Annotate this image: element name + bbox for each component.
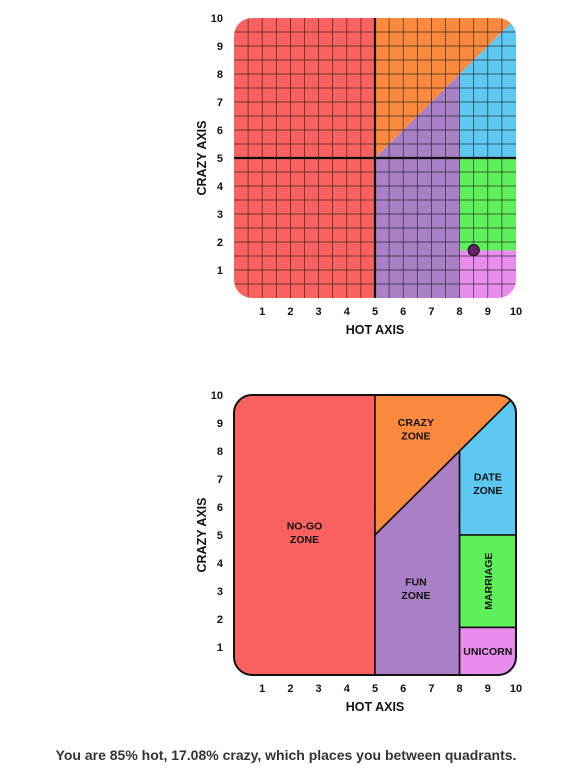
zone-label-line: FUN (405, 576, 427, 588)
x-tick-label: 8 (457, 683, 463, 695)
y-tick-label: 10 (211, 390, 223, 402)
y-axis-title: CRAZY AXIS (195, 497, 209, 572)
x-tick-label: 7 (428, 683, 434, 695)
x-axis-title: HOT AXIS (346, 323, 405, 337)
x-tick-label: 5 (372, 683, 378, 695)
zone-label-line: CRAZY (398, 417, 434, 429)
y-tick-label: 6 (217, 502, 223, 514)
y-tick-label: 1 (217, 265, 223, 277)
y-tick-label: 7 (217, 474, 223, 486)
zone-label-crazy: CRAZY ZONE (398, 417, 434, 443)
chart-1: 1 2 3 4 5 6 7 8 9 10 1 2 3 4 5 6 7 8 9 10 HOT AXIS CRAZY AXIS (195, 13, 522, 337)
x-tick-label: 7 (428, 306, 434, 318)
y-tick-label: 5 (217, 153, 223, 165)
zone-label-line: ZONE (473, 485, 502, 497)
x-tick-label: 3 (316, 306, 322, 318)
zone-label-line: NO-GO (287, 520, 323, 532)
zone-label-line: ZONE (290, 534, 319, 546)
y-tick-label: 2 (217, 237, 223, 249)
data-point (467, 244, 480, 257)
y-tick-label: 2 (217, 614, 223, 626)
zone-label-line: MARRIAGE (483, 553, 495, 610)
y-axis-title: CRAZY AXIS (195, 120, 209, 195)
result-summary: You are 85% hot, 17.08% crazy, which pla… (55, 747, 517, 763)
zone-label-line: UNICORN (463, 646, 512, 658)
y-tick-label: 1 (217, 642, 223, 654)
x-tick-label: 10 (510, 306, 522, 318)
x-tick-label: 9 (485, 306, 491, 318)
x-tick-label: 8 (457, 306, 463, 318)
zone-label-unicorn: UNICORN (463, 646, 512, 658)
zone-label-date: DATE ZONE (473, 471, 502, 497)
zone-label-no-go: NO-GO ZONE (287, 520, 323, 546)
x-tick-label: 3 (316, 683, 322, 695)
y-tick-label: 8 (217, 446, 223, 458)
zone-label-line: ZONE (401, 430, 430, 442)
y-tick-label: 6 (217, 125, 223, 137)
y-tick-label: 8 (217, 69, 223, 81)
x-tick-label: 6 (400, 306, 406, 318)
x-tick-label: 9 (485, 683, 491, 695)
x-tick-label: 2 (287, 306, 293, 318)
zone-label-fun: FUN ZONE (401, 576, 430, 602)
plot-area (234, 395, 516, 675)
zone-no-go (234, 395, 376, 675)
x-tick-label: 2 (287, 683, 293, 695)
y-tick-label: 7 (217, 97, 223, 109)
zone-label-marriage: MARRIAGE (483, 553, 495, 610)
y-tick-label: 9 (217, 41, 223, 53)
zone-label-line: ZONE (401, 590, 430, 602)
y-tick-label: 10 (211, 13, 223, 25)
y-tick-label: 3 (217, 586, 223, 598)
y-tick-label: 3 (217, 209, 223, 221)
x-axis-title: HOT AXIS (346, 700, 405, 714)
x-tick-label: 1 (259, 306, 265, 318)
plot-area (234, 18, 516, 298)
y-tick-label: 5 (217, 530, 223, 542)
plot-border (233, 394, 517, 676)
x-tick-label: 5 (372, 306, 378, 318)
y-tick-label: 9 (217, 418, 223, 430)
y-tick-label: 4 (217, 181, 224, 193)
x-tick-label: 4 (344, 683, 351, 695)
zone-unicorn (458, 626, 516, 675)
zone-label-line: DATE (474, 471, 502, 483)
x-tick-label: 10 (510, 683, 522, 695)
x-tick-label: 1 (259, 683, 265, 695)
x-tick-label: 4 (344, 306, 351, 318)
x-tick-label: 6 (400, 683, 406, 695)
y-tick-label: 4 (217, 558, 224, 570)
